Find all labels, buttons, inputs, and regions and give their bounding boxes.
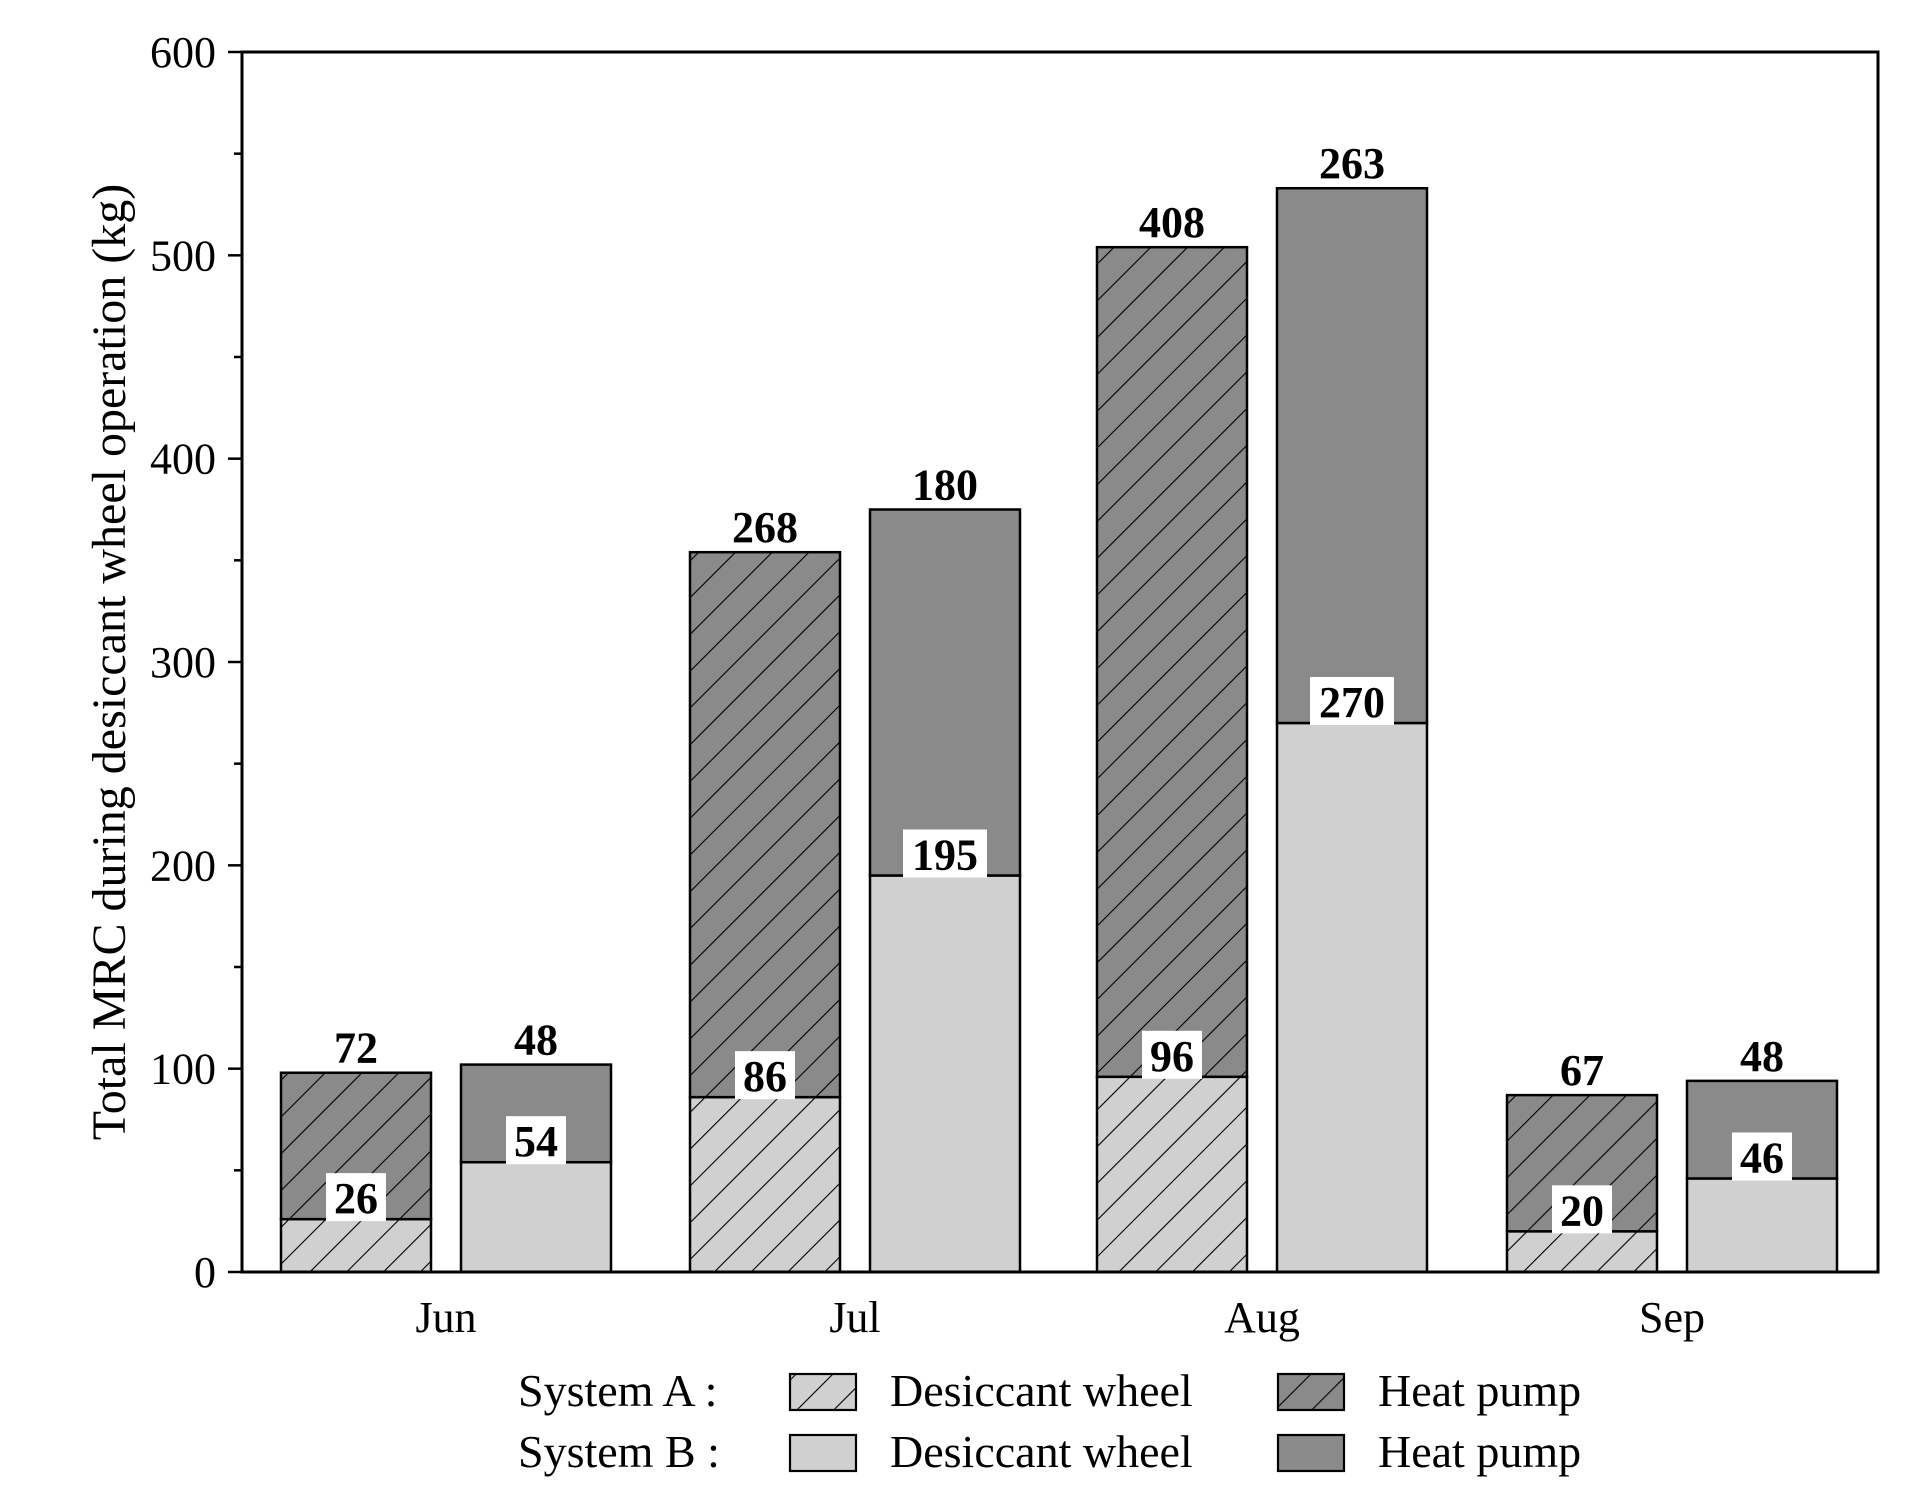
y-tick-label: 500 [150, 231, 216, 280]
value-label: 46 [1740, 1133, 1784, 1182]
value-label-bg [903, 829, 987, 878]
legend-swatch [788, 1372, 858, 1412]
bar-system-a-desiccant-wheel-sep [1505, 1230, 1659, 1274]
bar-system-a-desiccant-wheel-jul [688, 1095, 842, 1274]
value-label: 270 [1319, 678, 1385, 727]
bar-system-a-desiccant-wheel-aug [1095, 1075, 1249, 1274]
bar-system-b-desiccant-wheel-aug [1275, 721, 1429, 1274]
value-label: 26 [334, 1174, 378, 1223]
legend-label: Desiccant wheel [890, 1365, 1193, 1416]
value-label: 86 [743, 1052, 787, 1101]
bar-system-b-desiccant-wheel-sep [1685, 1177, 1839, 1274]
value-label: 180 [912, 461, 978, 510]
bar-system-b-heat-pump-jul [868, 508, 1022, 877]
y-tick-label: 300 [150, 638, 216, 687]
x-tick-label-aug: Aug [1224, 1293, 1300, 1342]
value-label-bg [1732, 1132, 1792, 1181]
y-tick-label: 400 [150, 435, 216, 484]
value-label: 96 [1150, 1032, 1194, 1081]
value-label-bg [1142, 1030, 1202, 1079]
y-tick-label: 200 [150, 841, 216, 890]
legend-label: Desiccant wheel [890, 1426, 1193, 1477]
bar-system-a-heat-pump-aug [1095, 245, 1249, 1079]
x-tick-label-sep: Sep [1639, 1293, 1705, 1342]
x-tick-label-jun: Jun [415, 1293, 476, 1342]
value-label: 20 [1560, 1186, 1604, 1235]
bar-system-b-heat-pump-aug [1275, 186, 1429, 725]
value-label-bg [506, 1116, 566, 1165]
y-tick-label: 100 [150, 1045, 216, 1094]
value-label: 48 [1740, 1032, 1784, 1081]
bar-system-a-desiccant-wheel-jun [279, 1217, 433, 1274]
legend-swatch [1276, 1433, 1346, 1473]
legend-swatch [1276, 1372, 1346, 1412]
value-label: 263 [1319, 139, 1385, 188]
x-tick-label-jul: Jul [829, 1293, 880, 1342]
value-label-bg [1310, 677, 1394, 725]
legend-label: Heat pump [1378, 1426, 1581, 1477]
value-label: 72 [334, 1024, 378, 1073]
y-tick-label: 0 [194, 1248, 216, 1297]
legend-system-label: System B : [518, 1426, 720, 1477]
value-label-bg [735, 1051, 795, 1100]
legend-label: Heat pump [1378, 1365, 1581, 1416]
value-label-bg [1552, 1185, 1612, 1234]
legend-swatch [788, 1433, 858, 1473]
legend-system-label: System A : [518, 1365, 717, 1416]
value-label-bg [326, 1173, 386, 1222]
bar-system-a-heat-pump-sep [1505, 1093, 1659, 1233]
y-axis-title: Total MRC during desiccant wheel operati… [83, 184, 136, 1140]
value-label: 408 [1139, 198, 1205, 247]
y-tick-label: 600 [150, 28, 216, 77]
legend: System A : Desiccant wheel Heat pump System… [518, 1365, 1581, 1477]
value-label: 195 [912, 831, 978, 880]
bar-system-b-desiccant-wheel-jul [868, 874, 1022, 1274]
value-label: 67 [1560, 1046, 1604, 1095]
bar-system-a-heat-pump-jul [688, 550, 842, 1099]
value-label: 54 [514, 1117, 558, 1166]
bar-system-b-desiccant-wheel-jun [459, 1160, 613, 1274]
value-label: 48 [514, 1016, 558, 1065]
value-label: 268 [732, 503, 798, 552]
